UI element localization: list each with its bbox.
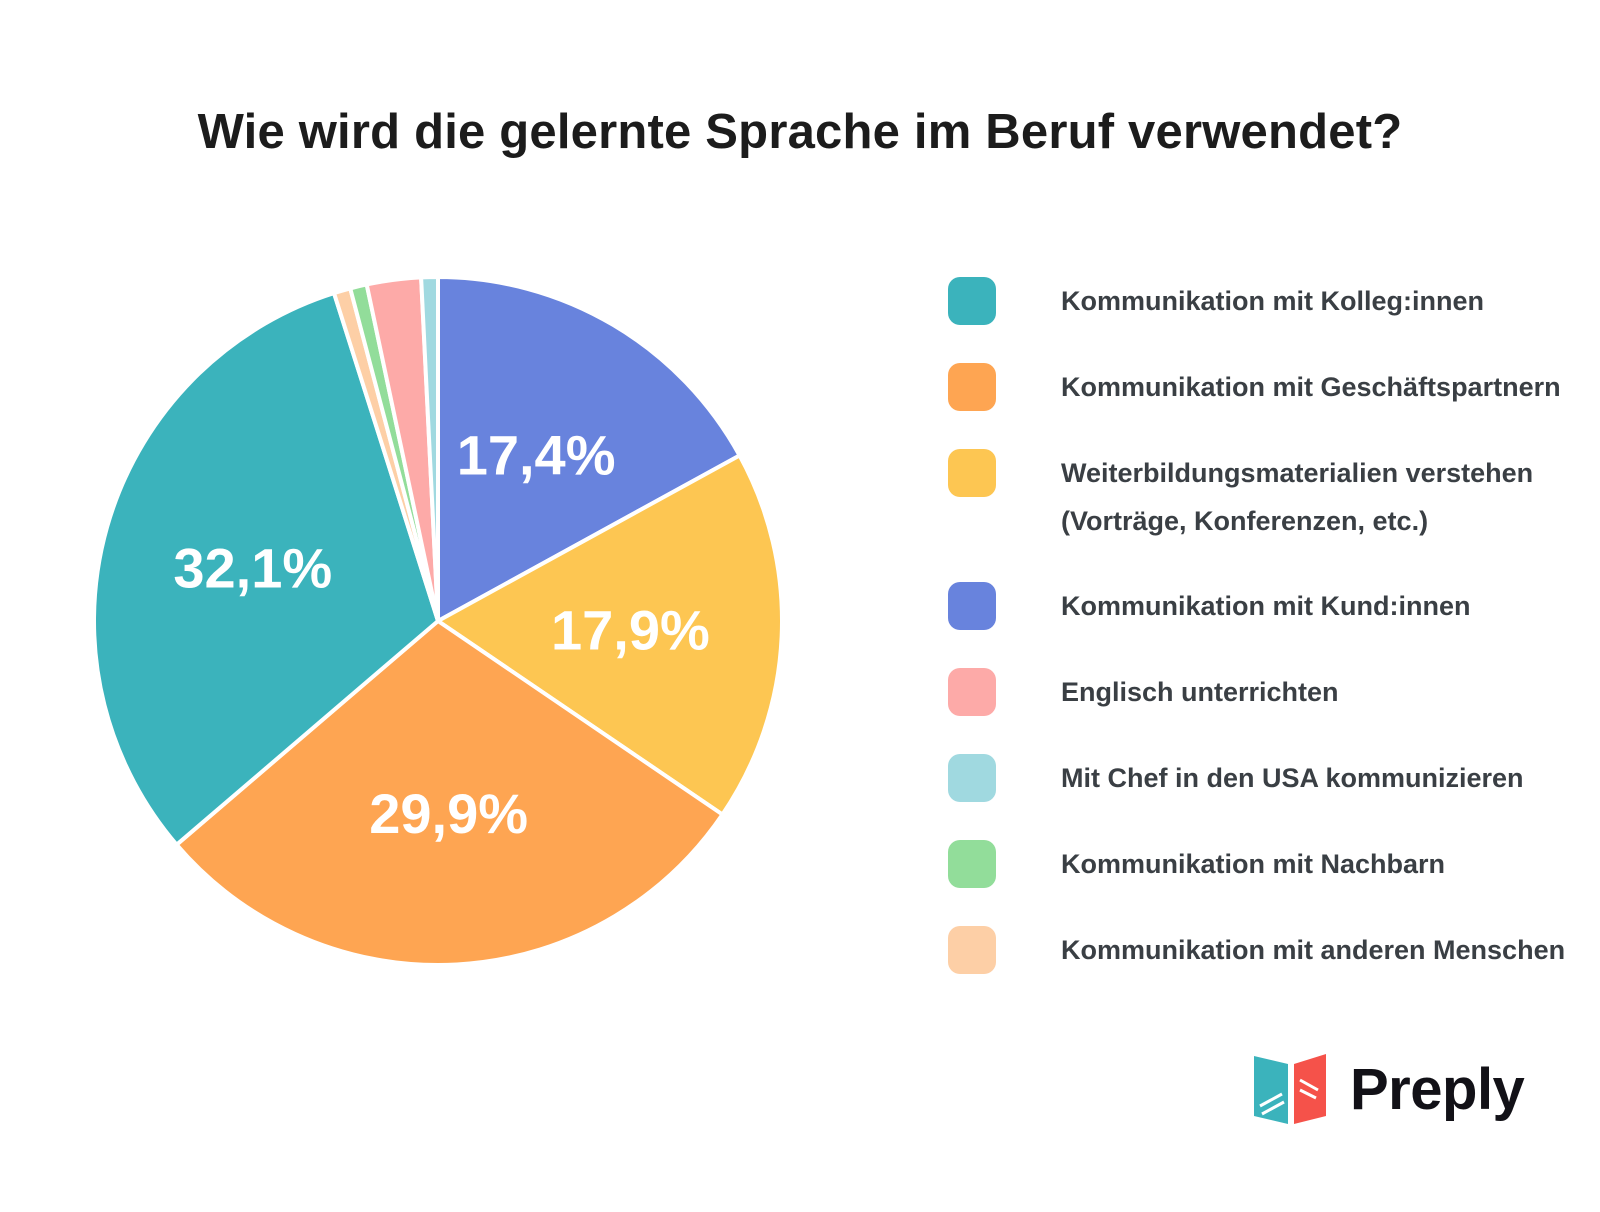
legend-label: Kommunikation mit Kolleg:innen	[1061, 286, 1484, 316]
pie-slice	[436, 275, 742, 623]
legend-item: Weiterbildungsmaterialien verstehen (Vor…	[948, 449, 1600, 545]
pie-slices	[92, 275, 784, 967]
preply-logo: Preply	[1252, 1050, 1525, 1130]
legend-swatch	[948, 582, 996, 630]
chart-title: Wie wird die gelernte Sprache im Beruf v…	[197, 105, 1403, 159]
legend-swatch	[948, 926, 996, 974]
legend-label: Kommunikation mit Nachbarn	[1061, 849, 1446, 879]
legend-swatch	[948, 754, 996, 802]
pie-slice	[174, 619, 725, 967]
legend-label: Englisch unterrichten	[1061, 677, 1339, 707]
legend-label: Kommunikation mit Kund:innen	[1061, 591, 1471, 621]
legend-label: Kommunikation mit Geschäftspartnern	[1061, 372, 1561, 402]
legend-item: Kommunikation mit Kolleg:innen	[948, 277, 1600, 325]
legend-label: Kommunikation mit anderen Menschen	[1061, 935, 1566, 965]
legend-item: Kommunikation mit Kund:innen	[948, 582, 1600, 630]
slice-value-label: 17,4%	[457, 424, 616, 487]
legend-swatch	[948, 363, 996, 411]
legend-item: Englisch unterrichten	[948, 668, 1600, 716]
legend-label: Mit Chef in den USA kommunizieren	[1061, 763, 1524, 793]
preply-wordmark: Preply	[1350, 1057, 1525, 1122]
legend-swatch	[948, 668, 996, 716]
legend-swatch	[948, 449, 996, 497]
pie-slice	[436, 453, 784, 817]
slice-value-label: 32,1%	[173, 537, 332, 600]
legend-label: Weiterbildungsmaterialien verstehen (Vor…	[1061, 458, 1534, 536]
pie-slice	[419, 275, 440, 623]
legend-item: Kommunikation mit anderen Menschen	[948, 926, 1600, 974]
legend-swatch	[948, 840, 996, 888]
legend-item: Kommunikation mit Nachbarn	[948, 840, 1600, 888]
slice-value-label: 17,9%	[551, 599, 710, 662]
legend-item: Kommunikation mit Geschäftspartnern	[948, 363, 1600, 411]
preply-book-icon	[1254, 1054, 1326, 1124]
slice-value-label: 29,9%	[369, 782, 528, 845]
legend: Kommunikation mit Kolleg:innen Kommunika…	[948, 0, 1588, 1212]
legend-item: Mit Chef in den USA kommunizieren	[948, 754, 1600, 802]
pie-labels: 17,4% 17,9% 29,9% 32,1%	[173, 424, 709, 845]
pie-slice	[92, 291, 440, 847]
legend-swatch	[948, 277, 996, 325]
